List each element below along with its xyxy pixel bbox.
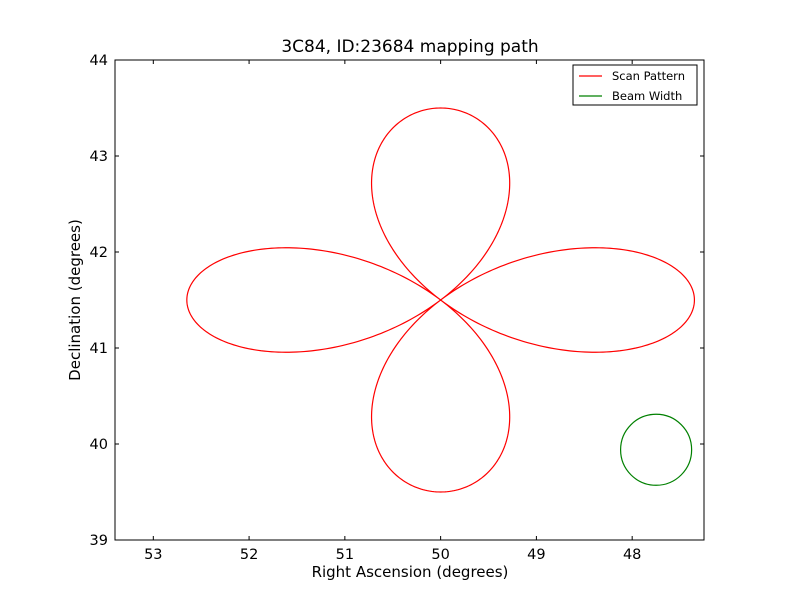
y-tick-label: 42: [90, 245, 108, 261]
y-tick-label: 41: [90, 341, 108, 357]
series-layer: [186, 107, 696, 493]
beam-width-circle: [619, 413, 693, 486]
scan-pattern-line: [186, 107, 696, 493]
x-tick-label: 52: [240, 547, 258, 563]
x-tick-label: 53: [144, 547, 162, 563]
legend-label-beam-width: Beam Width: [612, 89, 682, 103]
y-tick-label: 39: [90, 533, 108, 549]
y-tick-label: 44: [90, 53, 108, 69]
legend: Scan Pattern Beam Width: [572, 64, 698, 106]
x-axis-label: Right Ascension (degrees): [312, 563, 509, 581]
ticks-layer: 53 52 51 50 49 48 39 40 41 42 43 44: [90, 53, 704, 563]
y-tick-label: 43: [90, 149, 108, 165]
y-axis-label: Declination (degrees): [66, 219, 84, 381]
plot-frame: [114, 59, 705, 541]
x-tick-label: 50: [431, 547, 449, 563]
y-tick-label: 40: [90, 437, 108, 453]
legend-box: [572, 64, 698, 106]
legend-label-scan-pattern: Scan Pattern: [612, 69, 685, 83]
x-tick-label: 51: [336, 547, 354, 563]
x-tick-label: 49: [527, 547, 545, 563]
chart-title: 3C84, ID:23684 mapping path: [281, 37, 538, 57]
x-tick-label: 48: [623, 547, 641, 563]
